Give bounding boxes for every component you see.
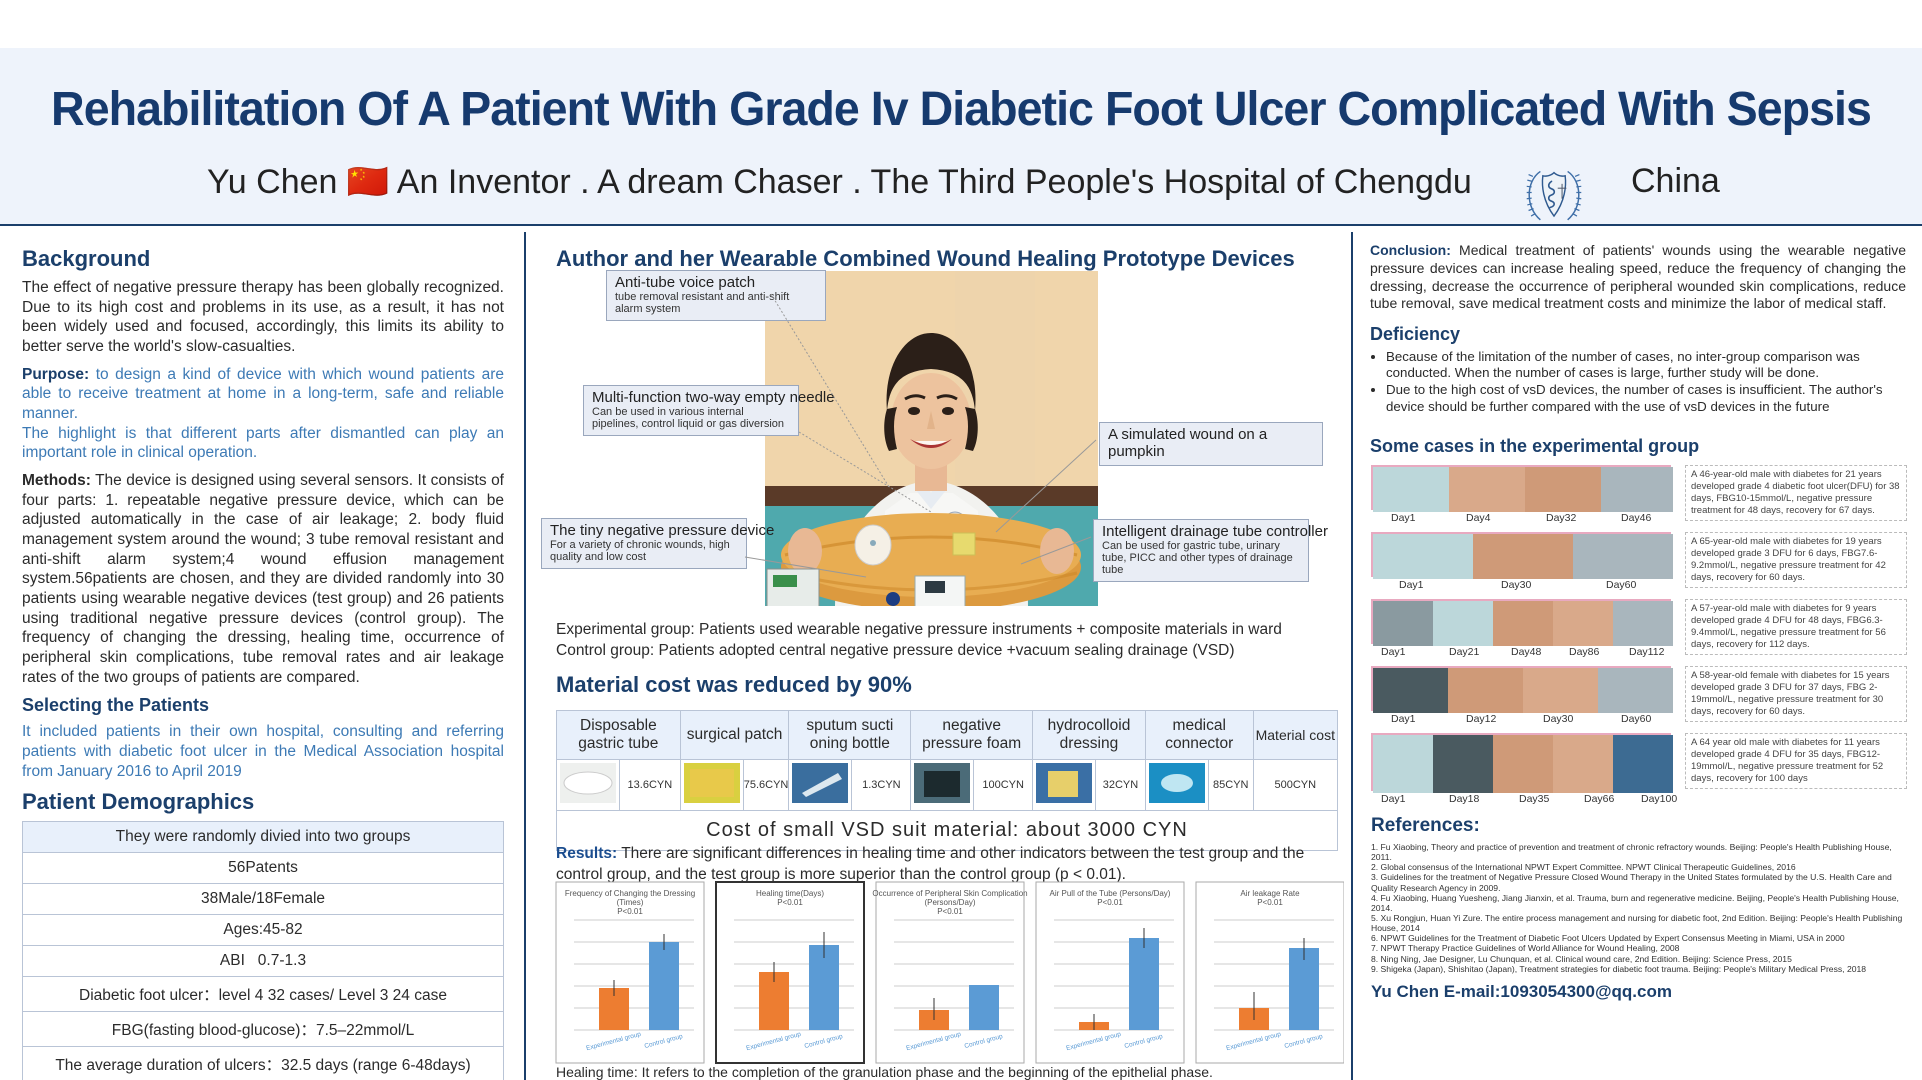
svg-text:P<0.01: P<0.01: [777, 898, 803, 907]
svg-text:P<0.01: P<0.01: [1097, 898, 1123, 907]
svg-text:P<0.01: P<0.01: [1257, 898, 1283, 907]
svg-text:P<0.01: P<0.01: [937, 907, 963, 916]
svg-text:(Times): (Times): [617, 898, 644, 907]
svg-text:(Persons/Day): (Persons/Day): [924, 898, 975, 907]
svg-text:Healing time(Days): Healing time(Days): [756, 889, 824, 898]
svg-text:Air Pull of the Tube (Persons/: Air Pull of the Tube (Persons/Day): [1050, 889, 1171, 898]
svg-text:P<0.01: P<0.01: [617, 907, 643, 916]
svg-text:Occurrence of Peripheral Skin: Occurrence of Peripheral Skin Complicati…: [872, 889, 1027, 898]
svg-text:Frequency of Changing the Dres: Frequency of Changing the Dressing: [565, 889, 695, 898]
svg-text:Air leakage Rate: Air leakage Rate: [1240, 889, 1300, 898]
